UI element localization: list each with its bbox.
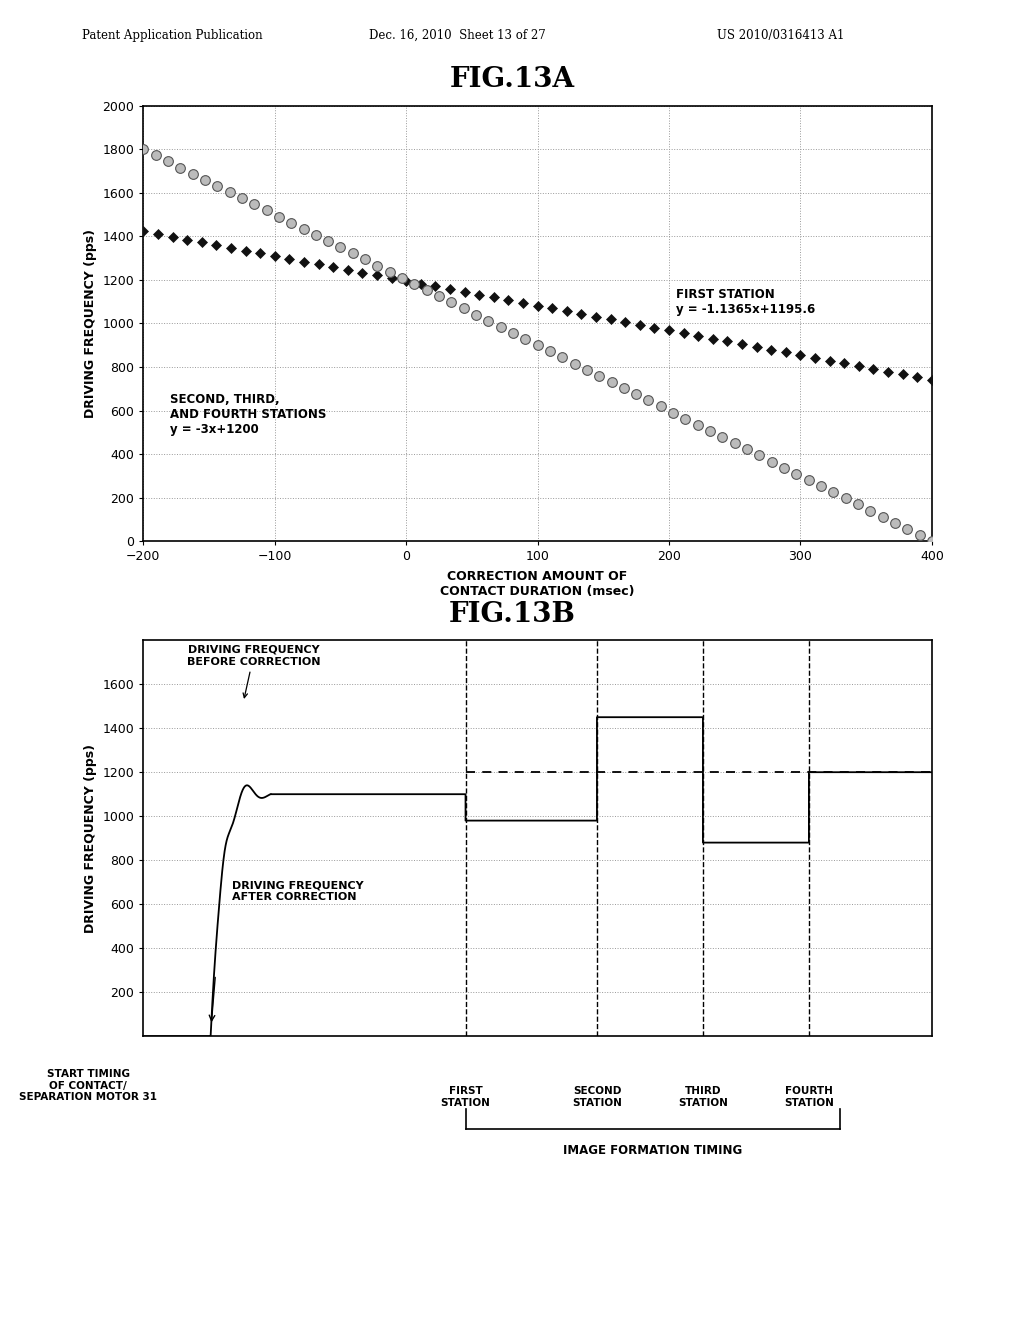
X-axis label: CORRECTION AMOUNT OF
CONTACT DURATION (msec): CORRECTION AMOUNT OF CONTACT DURATION (m… — [440, 570, 635, 598]
Text: DRIVING FREQUENCY
BEFORE CORRECTION: DRIVING FREQUENCY BEFORE CORRECTION — [186, 645, 321, 698]
Text: DRIVING FREQUENCY
AFTER CORRECTION: DRIVING FREQUENCY AFTER CORRECTION — [232, 880, 364, 902]
Text: US 2010/0316413 A1: US 2010/0316413 A1 — [717, 29, 844, 42]
Text: Dec. 16, 2010  Sheet 13 of 27: Dec. 16, 2010 Sheet 13 of 27 — [369, 29, 546, 42]
Text: FIG.13A: FIG.13A — [450, 66, 574, 92]
Text: IMAGE FORMATION TIMING: IMAGE FORMATION TIMING — [563, 1144, 742, 1158]
Text: SECOND, THIRD,
AND FOURTH STATIONS
y = -3x+1200: SECOND, THIRD, AND FOURTH STATIONS y = -… — [170, 393, 326, 437]
Text: FIG.13B: FIG.13B — [449, 601, 575, 627]
Text: FIRST STATION
y = -1.1365x+1195.6: FIRST STATION y = -1.1365x+1195.6 — [676, 288, 815, 315]
Text: START TIMING
OF CONTACT/
SEPARATION MOTOR 31: START TIMING OF CONTACT/ SEPARATION MOTO… — [19, 1069, 158, 1102]
Y-axis label: DRIVING FREQUENCY (pps): DRIVING FREQUENCY (pps) — [84, 743, 97, 933]
Text: FIRST
STATION: FIRST STATION — [440, 1086, 490, 1107]
Text: SECOND
STATION: SECOND STATION — [572, 1086, 622, 1107]
Y-axis label: DRIVING FREQUENCY (pps): DRIVING FREQUENCY (pps) — [84, 228, 97, 418]
Text: Patent Application Publication: Patent Application Publication — [82, 29, 262, 42]
Text: THIRD
STATION: THIRD STATION — [678, 1086, 728, 1107]
Text: FOURTH
STATION: FOURTH STATION — [784, 1086, 834, 1107]
